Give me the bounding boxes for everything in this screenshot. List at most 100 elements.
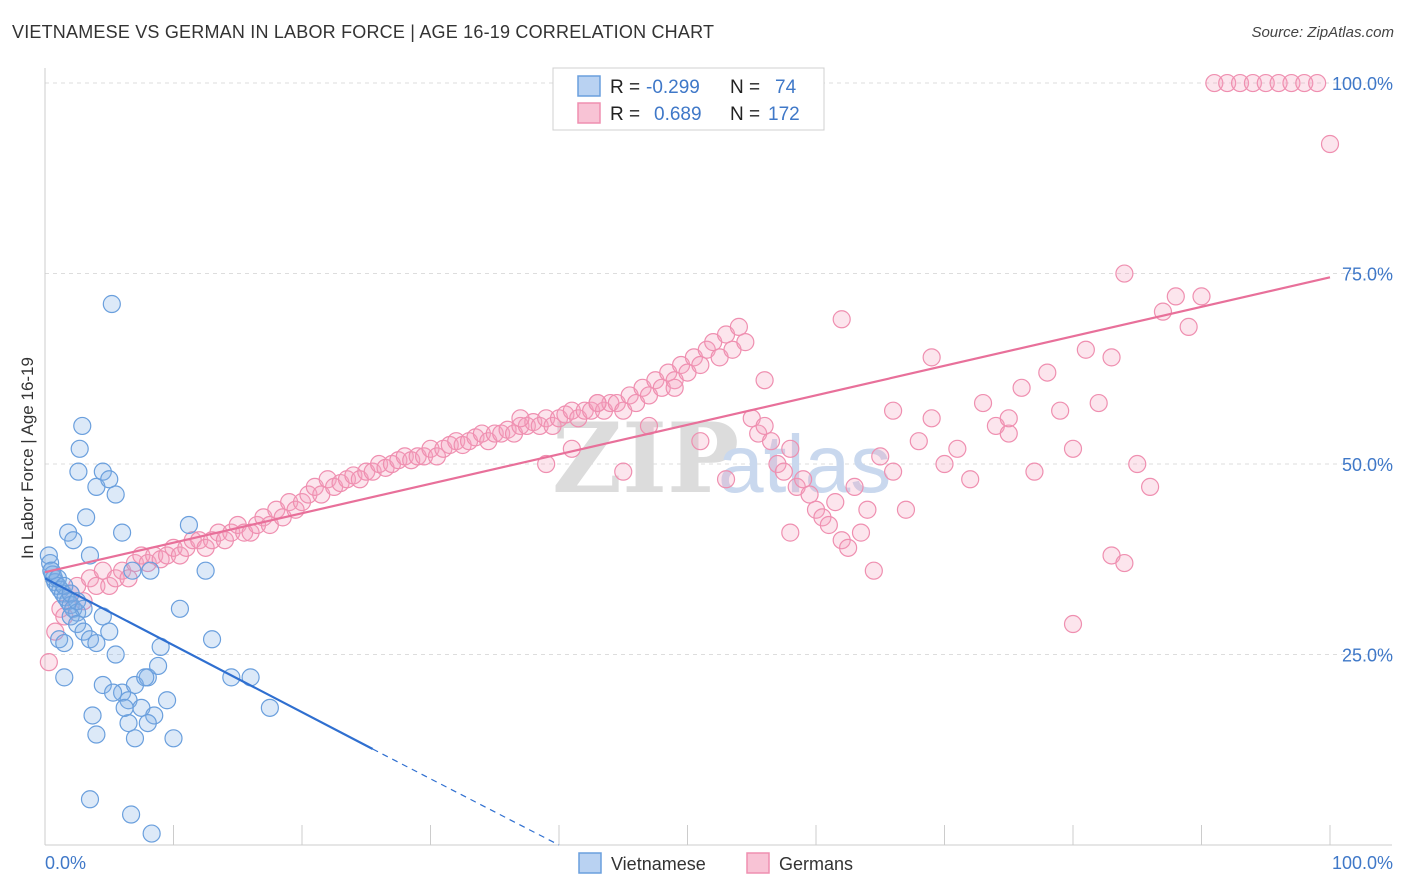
germans-point [999, 409, 1018, 428]
germans-point [106, 569, 125, 588]
germans-point [896, 500, 916, 519]
germans-point [826, 493, 845, 512]
vietnamese-point [83, 706, 102, 725]
chart-title: VIETNAMESE VS GERMAN IN LABOR FORCE | AG… [12, 22, 715, 42]
germans-point [665, 378, 684, 397]
vietnamese-point [93, 462, 112, 481]
germans-point [588, 393, 607, 413]
series-swatch-vietnamese [578, 852, 602, 874]
vietnamese-point [87, 633, 106, 653]
germans-point [157, 546, 177, 565]
vietnamese-point [93, 675, 112, 695]
gridlines [45, 82, 1392, 656]
vietnamese-point [164, 729, 183, 748]
germans-point [871, 447, 890, 466]
vietnamese-point [70, 439, 89, 458]
vietnamese-point [145, 706, 164, 725]
germans-point [511, 409, 530, 428]
legend-r-label-2: R = [610, 104, 640, 125]
legend-r-value-1: -0.299 [646, 77, 700, 98]
vietnamese-trend-extension [372, 748, 560, 846]
vietnamese-point [73, 416, 92, 436]
germans-point [1269, 73, 1288, 93]
germans-point [1282, 73, 1301, 93]
y-tick-label-3: 100.0% [1332, 74, 1393, 94]
tick-labels: 25.0% 50.0% 75.0% 100.0% 0.0% 100.0% [45, 74, 1393, 873]
germans-point [100, 576, 119, 596]
y-tick-label-0: 25.0% [1342, 646, 1393, 666]
germans-point [1025, 462, 1044, 481]
germans-point [1102, 348, 1121, 367]
legend-n-label-2: N = [730, 104, 760, 125]
x-tick-label-0: 0.0% [45, 853, 86, 873]
germans-point [800, 485, 819, 504]
germans-point [1076, 340, 1095, 359]
germans-point [530, 416, 549, 436]
vietnamese-point [125, 729, 145, 748]
germans-point [280, 493, 299, 512]
germans-point [781, 523, 800, 542]
vietnamese-point [112, 523, 132, 542]
germans-point [999, 424, 1018, 443]
axes [44, 68, 1392, 846]
germans-point [1012, 378, 1031, 397]
series-label-germans: Germans [779, 854, 853, 874]
watermark-atlas: atlas [718, 419, 891, 510]
germans-point [845, 477, 864, 496]
germans-point [736, 333, 755, 352]
vietnamese-point [39, 546, 58, 565]
germans-point [87, 576, 106, 596]
germans-point [1256, 73, 1275, 93]
germans-point [1243, 73, 1263, 93]
vietnamese-point [136, 668, 155, 687]
germans-point [1115, 264, 1134, 283]
germans-point [716, 470, 736, 489]
germans-point [614, 462, 633, 481]
vietnamese-point [64, 531, 83, 550]
germans-point [292, 493, 312, 512]
vietnamese-points [39, 294, 279, 843]
germans-point [755, 416, 774, 436]
vietnamese-point [179, 515, 199, 535]
y-tick-label-2: 75.0% [1342, 265, 1393, 285]
vietnamese-point [106, 645, 125, 664]
vietnamese-point [104, 683, 123, 702]
series-label-vietnamese: Vietnamese [611, 854, 706, 874]
legend-swatch-germans [577, 102, 601, 124]
vietnamese-point [100, 622, 119, 641]
legend-r-label-1: R = [610, 77, 640, 98]
vietnamese-point [69, 462, 88, 481]
vietnamese-point [80, 546, 100, 565]
vietnamese-point [87, 725, 106, 744]
legend-n-value-2: 172 [768, 104, 800, 125]
germans-point [414, 447, 434, 466]
germans-point [1230, 73, 1250, 93]
chart-source: Source: ZipAtlas.com [1251, 24, 1394, 41]
legend-n-value-1: 74 [775, 77, 797, 98]
germans-point [1128, 454, 1147, 474]
germans-point [421, 439, 440, 458]
germans-point [1192, 287, 1211, 306]
vietnamese-point [61, 607, 80, 626]
vietnamese-point [170, 599, 190, 618]
vietnamese-point [55, 633, 74, 653]
legend-swatch-vietnamese [577, 75, 601, 97]
germans-point [170, 546, 190, 565]
germans-point [543, 416, 562, 436]
germans-point [1089, 393, 1108, 413]
germans-point [794, 470, 813, 489]
vietnamese-point [77, 508, 96, 527]
vietnamese-point [68, 614, 87, 634]
germans-point [781, 439, 800, 458]
germans-point [973, 393, 993, 413]
germans-point [196, 538, 215, 557]
vietnamese-point [55, 668, 74, 687]
y-tick-label-1: 50.0% [1342, 455, 1393, 475]
vietnamese-point [141, 561, 160, 580]
germans-point [537, 409, 556, 428]
germans-point [729, 317, 749, 336]
vietnamese-point [196, 561, 215, 580]
vietnamese-point [119, 713, 138, 733]
germans-point [813, 508, 832, 527]
